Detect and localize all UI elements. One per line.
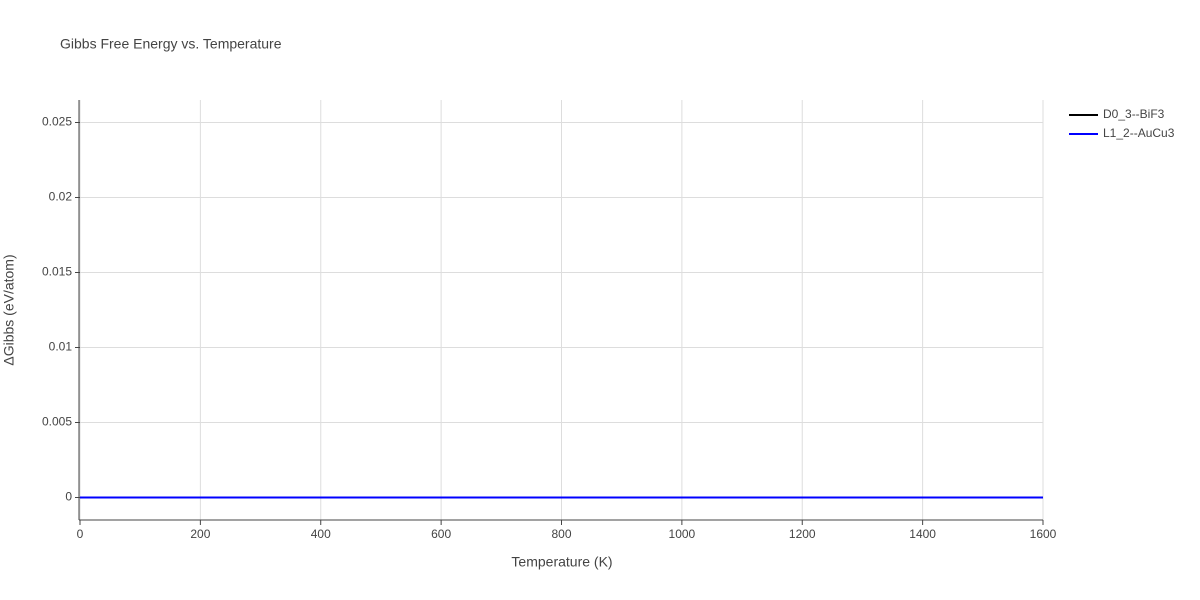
chart-title: Gibbs Free Energy vs. Temperature bbox=[60, 36, 282, 52]
y-tick-label: 0.025 bbox=[42, 115, 72, 129]
x-axis-label: Temperature (K) bbox=[511, 554, 612, 570]
y-axis-label: ΔGibbs (eV/atom) bbox=[1, 254, 17, 365]
y-tick-label: 0.01 bbox=[49, 340, 73, 354]
y-tick-label: 0.015 bbox=[42, 265, 72, 279]
legend-label: L1_2--AuCu3 bbox=[1103, 126, 1175, 140]
x-tick-label: 0 bbox=[77, 527, 84, 541]
x-tick-label: 1200 bbox=[789, 527, 816, 541]
x-tick-label: 1600 bbox=[1030, 527, 1057, 541]
y-tick-label: 0 bbox=[65, 490, 72, 504]
x-tick-label: 200 bbox=[190, 527, 210, 541]
y-tick-label: 0.02 bbox=[49, 190, 73, 204]
legend-label: D0_3--BiF3 bbox=[1103, 107, 1165, 121]
x-tick-label: 1000 bbox=[669, 527, 696, 541]
x-tick-label: 1400 bbox=[909, 527, 936, 541]
x-tick-label: 800 bbox=[551, 527, 571, 541]
y-tick-label: 0.005 bbox=[42, 415, 72, 429]
x-tick-label: 600 bbox=[431, 527, 451, 541]
x-tick-label: 400 bbox=[311, 527, 331, 541]
